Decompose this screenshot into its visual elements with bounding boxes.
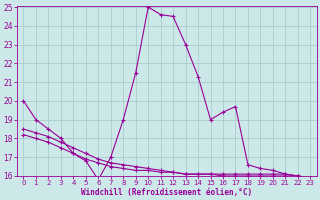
- X-axis label: Windchill (Refroidissement éolien,°C): Windchill (Refroidissement éolien,°C): [81, 188, 252, 197]
